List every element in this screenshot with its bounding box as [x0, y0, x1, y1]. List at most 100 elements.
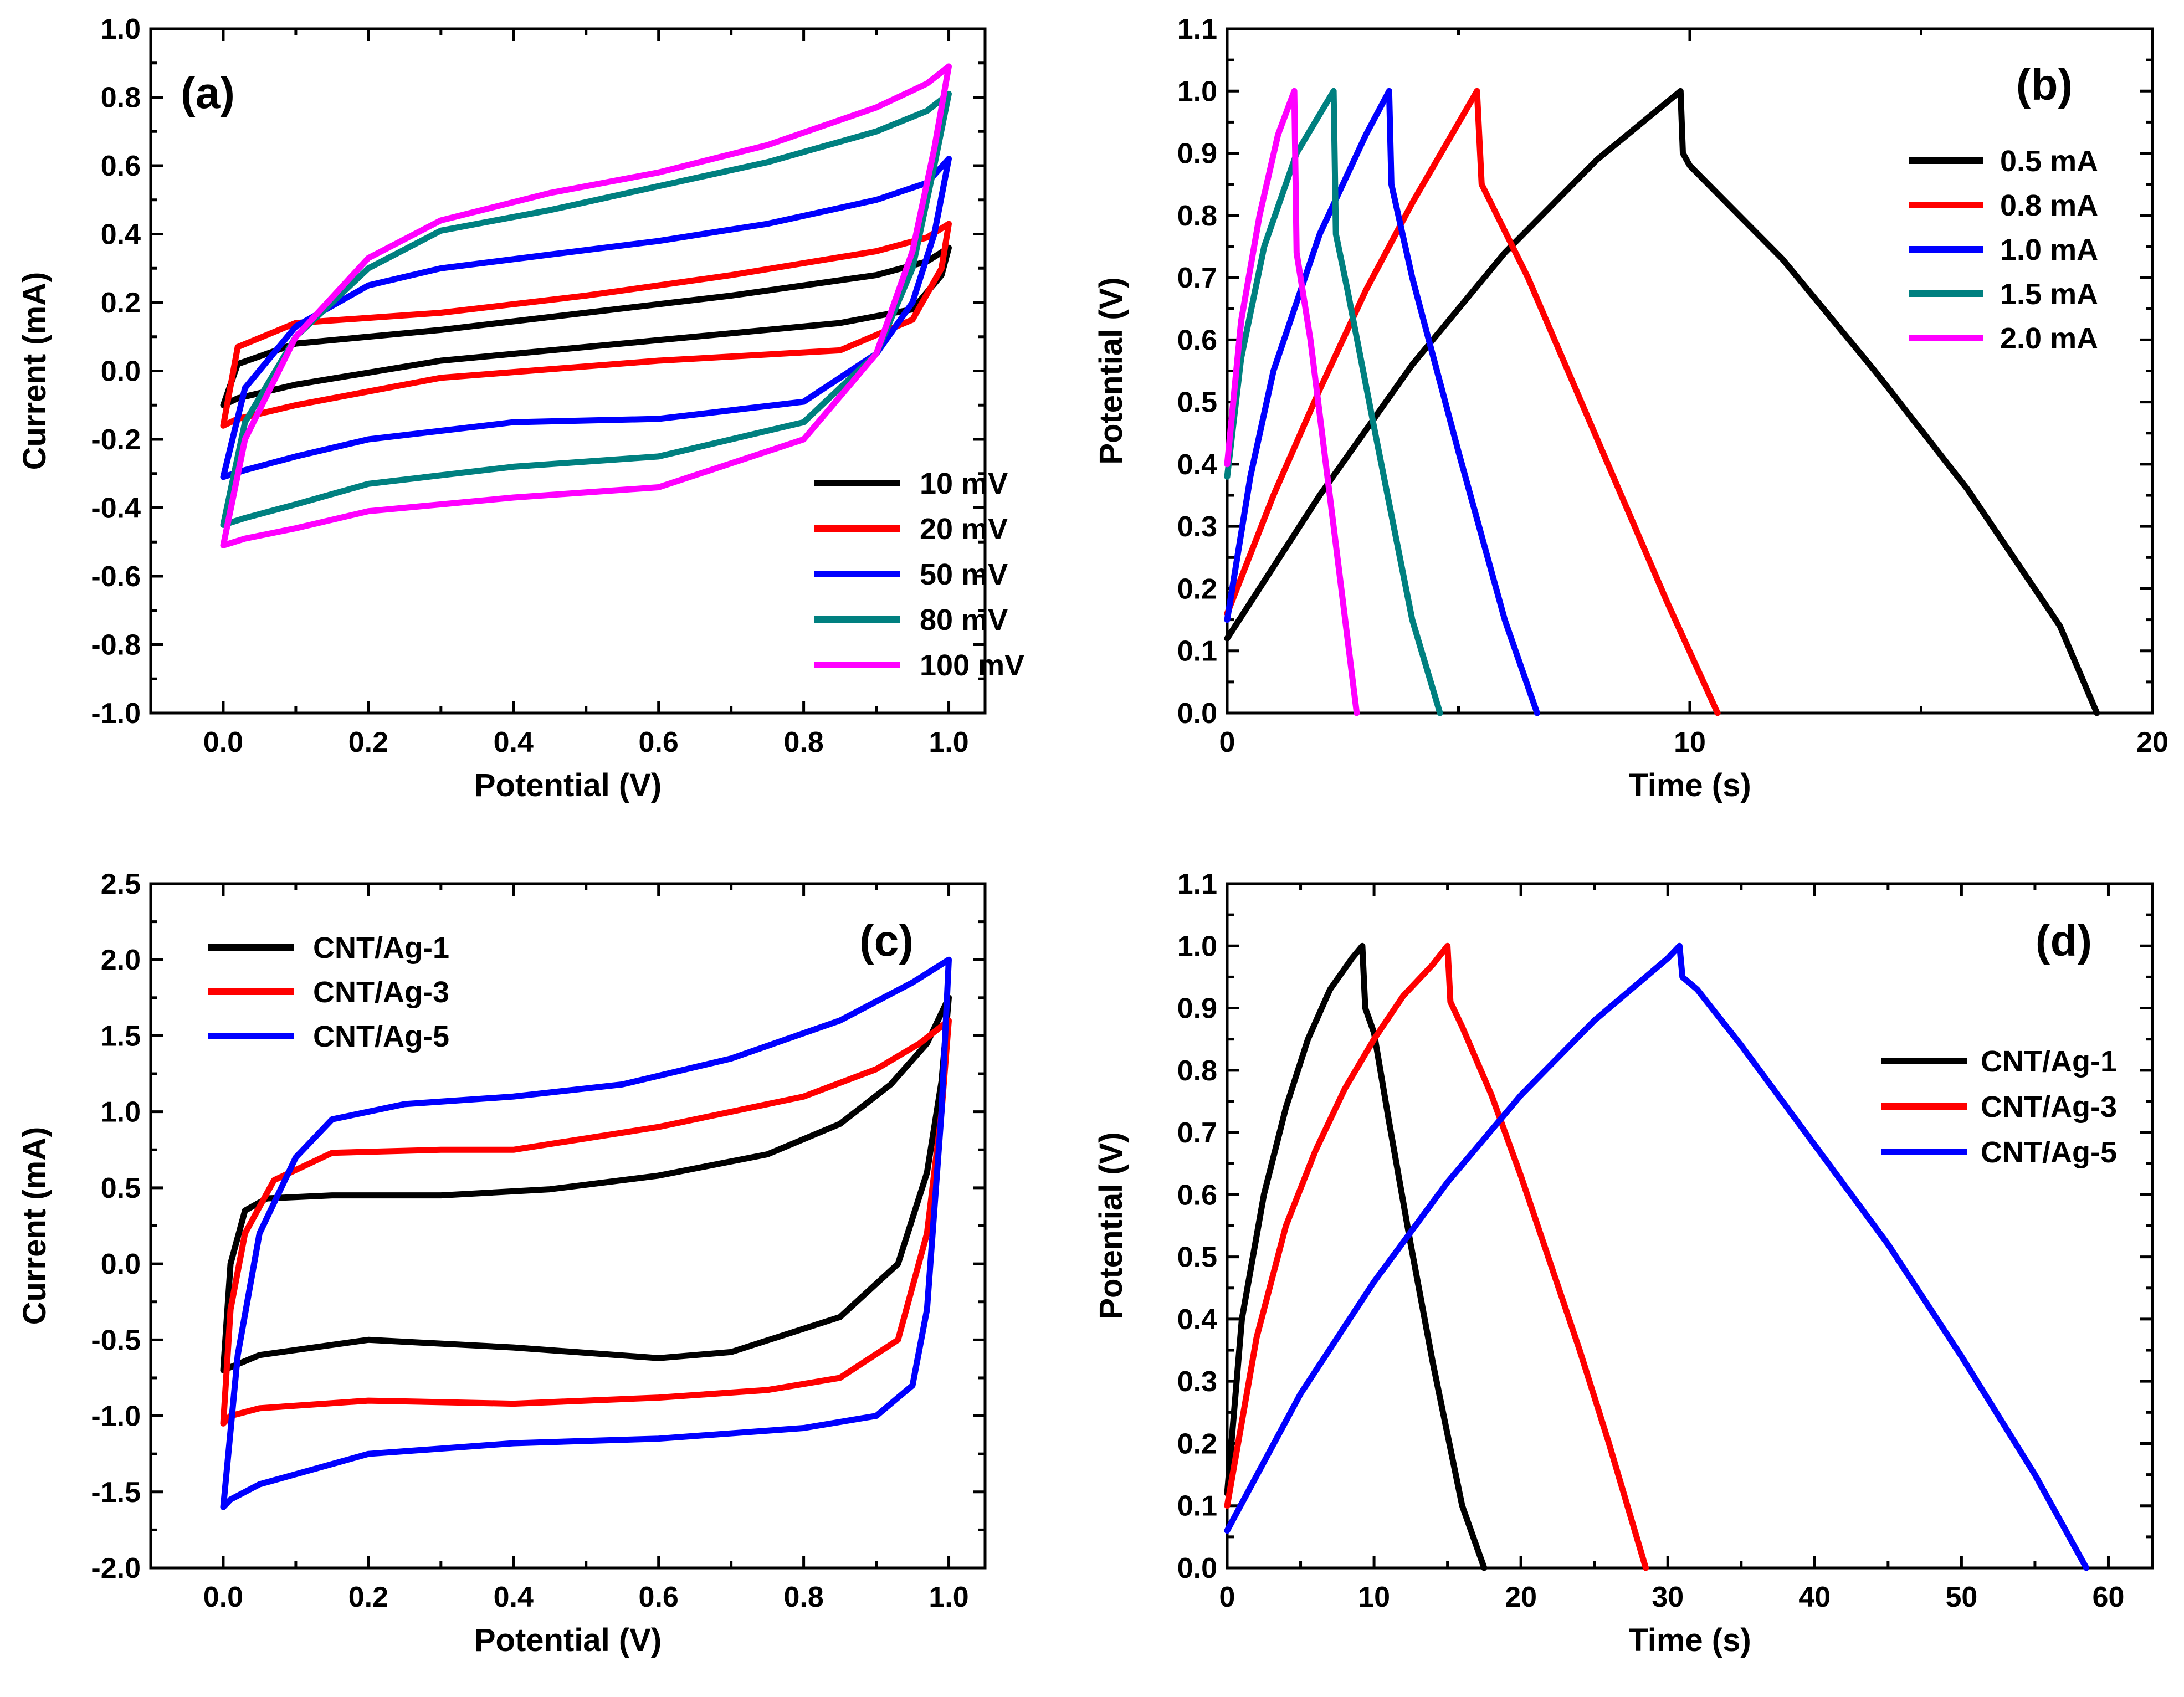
x-tick-label: 20 — [1505, 1581, 1537, 1613]
legend-label: CNT/Ag-5 — [313, 1020, 449, 1053]
x-tick-label: 0.4 — [494, 1581, 534, 1613]
y-tick-label: 1.0 — [101, 1096, 141, 1129]
panel-label: (b) — [2016, 60, 2073, 109]
y-tick-label: 0.9 — [1177, 993, 1217, 1025]
legend: 0.5 mA 0.8 mA 1.0 mA 1.5 mA 2.0 mA — [1909, 145, 2098, 355]
legend-label: 10 mV — [920, 467, 1008, 500]
y-tick-label: 0.8 — [101, 82, 141, 114]
y-tick-label: 0.0 — [101, 356, 141, 388]
legend-label: 80 mV — [920, 603, 1008, 637]
series-line-cnt-ag-3 — [1224, 942, 1649, 1571]
x-tick-label: 0.8 — [783, 1581, 823, 1613]
y-tick-label: 0.8 — [1177, 200, 1217, 232]
plot-frame — [149, 882, 987, 1570]
legend: 10 mV 20 mV 50 mV 80 mV 100 mV — [814, 467, 1024, 682]
x-tick-label: 0 — [1219, 726, 1235, 758]
y-axis-title: Potential (V) — [1093, 277, 1129, 464]
panel-c: -2.0 -1.5 -1.0 -0.5 0.0 0.5 1.0 1.5 2.0 2.5 0.0 0.2… — [17, 868, 987, 1658]
y-tick-label: 0.6 — [101, 150, 141, 182]
panel-a: -1.0 -0.8 -0.6 -0.4 -0.2 0.0 0.2 0.4 0.6 0.8 1.0 0.… — [17, 13, 1024, 803]
series-line-80-mv — [220, 90, 952, 528]
x-tick-label: 0.2 — [348, 1581, 388, 1613]
x-tick-label: 30 — [1652, 1581, 1684, 1613]
panel-label: (a) — [181, 68, 235, 117]
legend: CNT/Ag-1 CNT/Ag-3 CNT/Ag-5 — [208, 931, 449, 1053]
series-line-0-5-ma — [1224, 88, 2100, 716]
y-axis-title: Current (mA) — [17, 1127, 53, 1325]
panel-b: 0.0 0.1 0.2 0.3 0.4 0.5 0.6 0.7 0.8 0.9 1.0 1.1 0 10 2… — [1093, 13, 2168, 803]
x-axis-title: Potential (V) — [474, 767, 662, 803]
y-tick-label: -0.8 — [91, 629, 141, 662]
y-tick-label: 1.0 — [101, 13, 141, 45]
x-tick-label: 50 — [1945, 1581, 1977, 1613]
y-tick-label: 0.2 — [1177, 573, 1217, 605]
y-tick-label: 0.4 — [101, 219, 141, 251]
panel-label: (d) — [2036, 916, 2092, 965]
y-tick-label: 0.6 — [1177, 324, 1217, 356]
legend-label: CNT/Ag-3 — [313, 976, 449, 1009]
y-tick-label: 1.0 — [1177, 930, 1217, 962]
y-tick-label: 0.3 — [1177, 1366, 1217, 1398]
x-tick-label: 0.4 — [494, 726, 534, 758]
x-tick-label: 1.0 — [929, 726, 968, 758]
x-tick-label: 10 — [1674, 726, 1706, 758]
series-line-10-mv — [220, 244, 952, 408]
y-axis-title: Current (mA) — [17, 272, 53, 470]
y-tick-label: -0.2 — [91, 424, 141, 456]
y-tick-label: -1.5 — [91, 1476, 141, 1509]
legend-label: CNT/Ag-1 — [1981, 1045, 2117, 1078]
x-axis-title: Time (s) — [1628, 1622, 1751, 1658]
series-line-2-0-ma — [1224, 88, 1360, 716]
y-tick-label: 0.7 — [1177, 1117, 1217, 1149]
x-tick-label: 0.2 — [348, 726, 388, 758]
y-tick-label: 0.0 — [1177, 698, 1217, 730]
y-tick-label: 0.2 — [101, 287, 141, 319]
x-tick-label: 0 — [1219, 1581, 1235, 1613]
y-tick-label: 1.1 — [1177, 868, 1217, 900]
series-line-0-8-ma — [1224, 88, 1721, 716]
series-line-1-0-ma — [1224, 88, 1540, 716]
x-tick-label: 20 — [2136, 726, 2168, 758]
x-tick-label: 10 — [1358, 1581, 1390, 1613]
legend-label: CNT/Ag-3 — [1981, 1090, 2117, 1124]
y-tick-label: -1.0 — [91, 1401, 141, 1433]
legend-label: 20 mV — [920, 512, 1008, 546]
y-tick-label: -0.5 — [91, 1324, 141, 1356]
y-tick-label: 0.8 — [1177, 1055, 1217, 1087]
series-line-100-mv — [220, 63, 952, 548]
y-tick-label: 0.1 — [1177, 635, 1217, 668]
x-tick-label: 0.6 — [639, 1581, 679, 1613]
series-line-cnt-ag-1 — [1224, 942, 1488, 1571]
y-tick-label: 0.5 — [1177, 387, 1217, 419]
y-tick-label: 0.1 — [1177, 1490, 1217, 1522]
y-tick-label: -1.0 — [91, 698, 141, 730]
legend-label: CNT/Ag-5 — [1981, 1136, 2117, 1169]
panel-d: 0.0 0.1 0.2 0.3 0.4 0.5 0.6 0.7 0.8 0.9 1.0 1.1 0 10 2… — [1093, 868, 2154, 1658]
y-tick-label: 0.9 — [1177, 138, 1217, 170]
legend-label: 2.0 mA — [2000, 322, 2098, 355]
y-tick-label: -2.0 — [91, 1552, 141, 1585]
series-line-cnt-ag-1 — [220, 994, 952, 1373]
x-tick-label: 0.6 — [639, 726, 679, 758]
series-line-cnt-ag-3 — [220, 1017, 952, 1427]
y-axis-title: Potential (V) — [1093, 1132, 1129, 1319]
y-tick-label: 0.2 — [1177, 1428, 1217, 1460]
y-tick-label: 0.4 — [1177, 449, 1217, 481]
legend-label: 0.5 mA — [2000, 145, 2098, 178]
y-tick-label: 0.5 — [101, 1172, 141, 1204]
legend: CNT/Ag-1 CNT/Ag-3 CNT/Ag-5 — [1881, 1045, 2117, 1169]
panel-label: (c) — [859, 916, 914, 965]
series-line-cnt-ag-5 — [220, 956, 952, 1510]
y-tick-label: 2.0 — [101, 944, 141, 976]
series-line-cnt-ag-5 — [1224, 942, 2090, 1571]
x-tick-label: 60 — [2093, 1581, 2125, 1613]
legend-label: CNT/Ag-1 — [313, 931, 449, 965]
y-tick-label: 0.7 — [1177, 262, 1217, 294]
legend-label: 100 mV — [920, 649, 1024, 682]
y-tick-label: 0.6 — [1177, 1179, 1217, 1211]
x-tick-label: 0.0 — [203, 726, 243, 758]
y-tick-label: 1.0 — [1177, 75, 1217, 107]
x-tick-label: 1.0 — [929, 1581, 968, 1613]
x-axis-title: Potential (V) — [474, 1622, 662, 1658]
